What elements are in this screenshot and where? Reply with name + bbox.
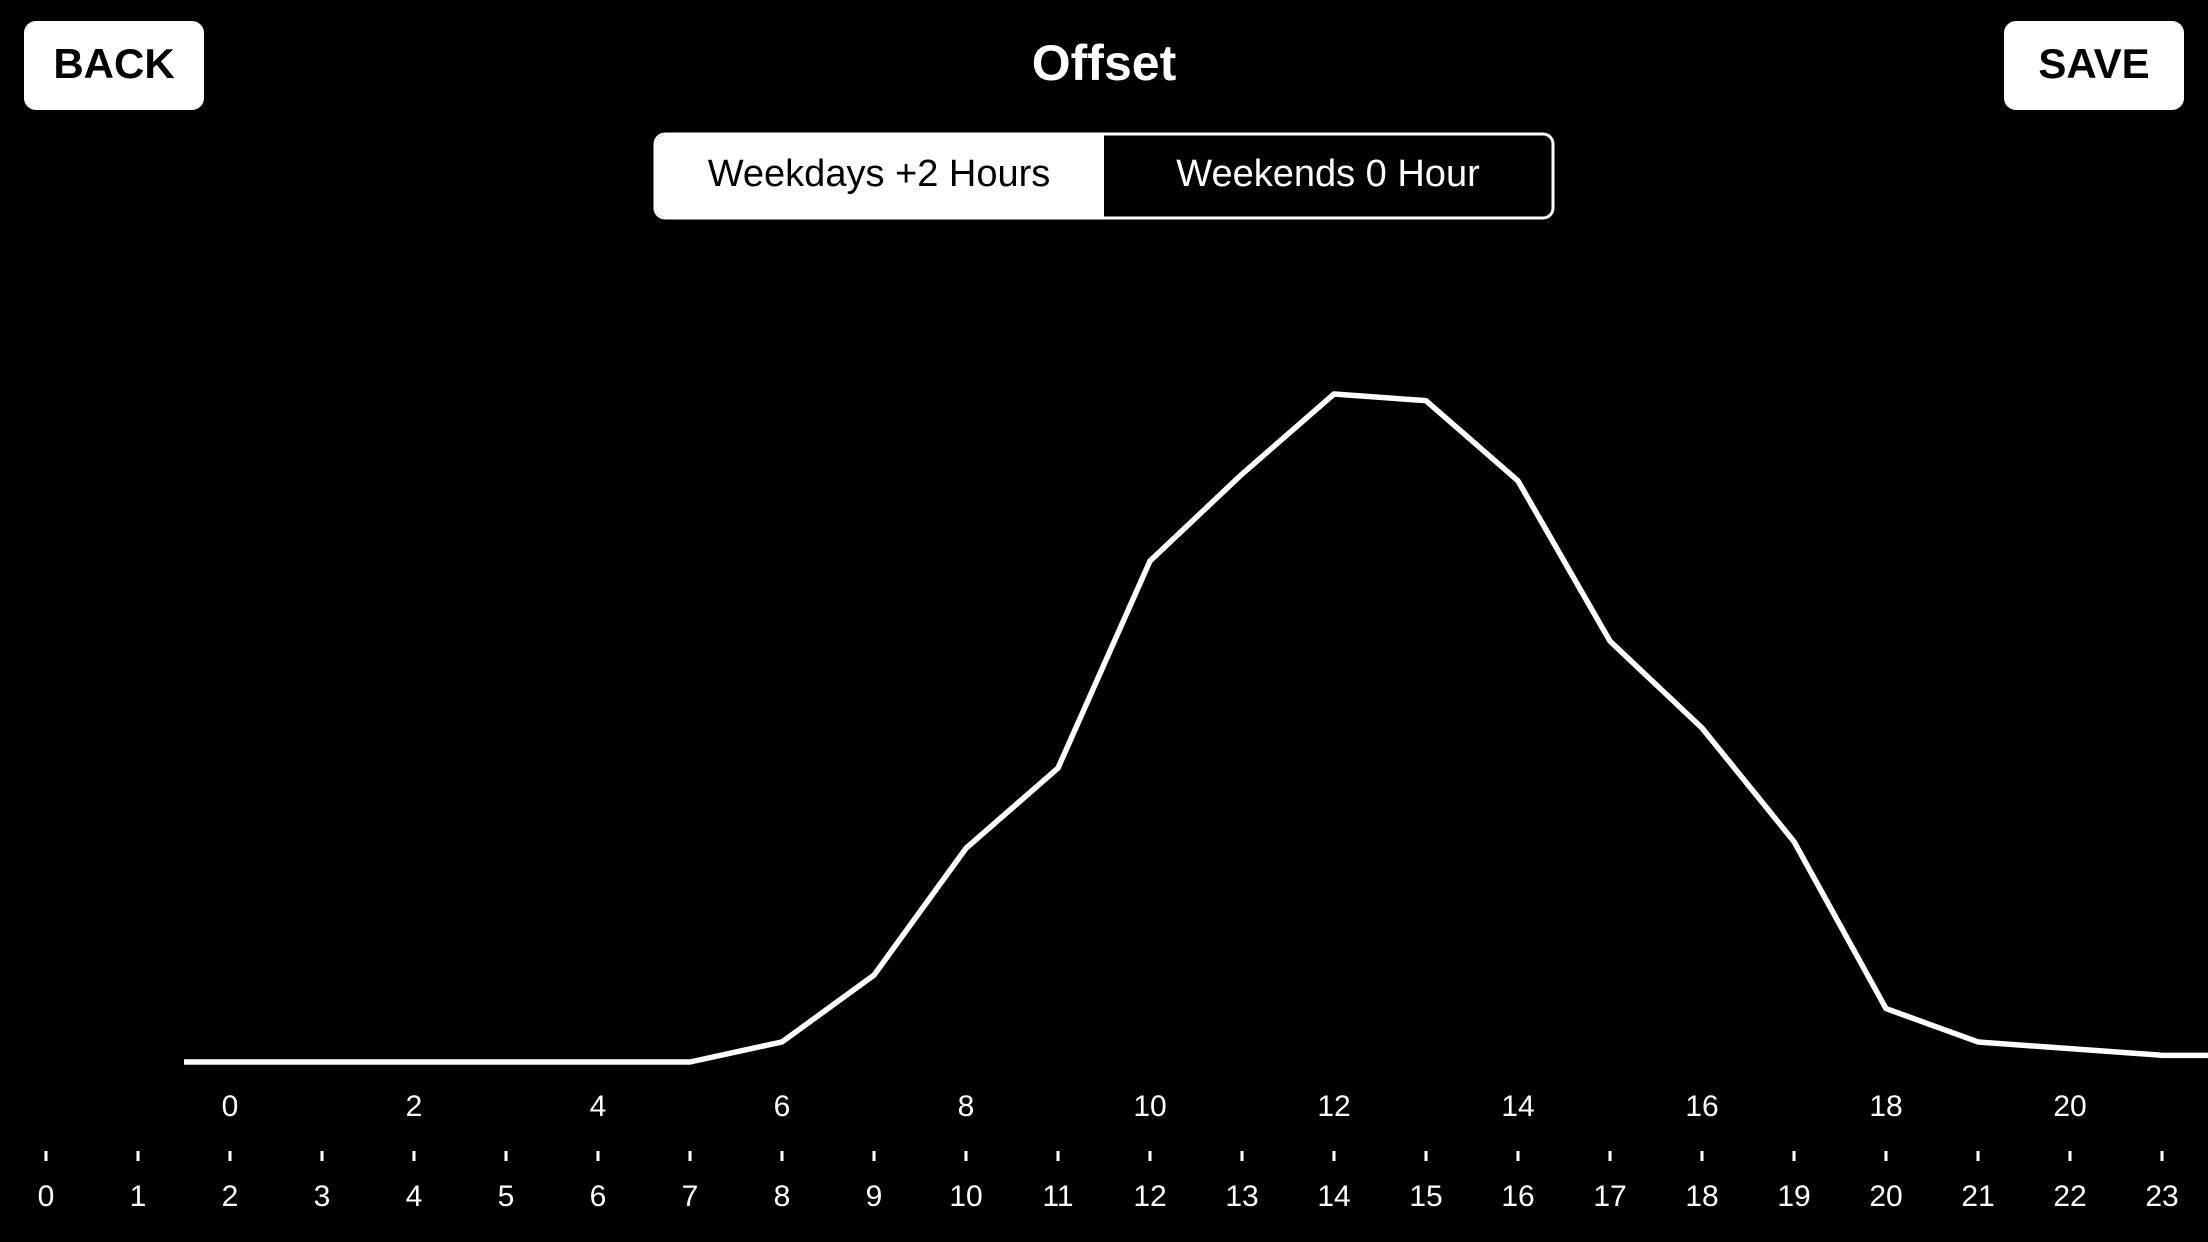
x-tick-label: 11	[1042, 1180, 1073, 1213]
top-tick-label: 20	[2053, 1090, 2086, 1123]
x-tick-label: 12	[1133, 1180, 1166, 1213]
top-tick-label: 4	[590, 1090, 607, 1123]
top-tick-label: 12	[1317, 1090, 1350, 1123]
x-tick-label: 3	[314, 1180, 331, 1213]
title: Offset	[1032, 35, 1177, 91]
x-tick-label: 0	[38, 1180, 55, 1213]
x-tick-label: 15	[1409, 1180, 1442, 1213]
save-button[interactable]	[2004, 21, 2184, 110]
top-tick-label: 6	[774, 1090, 791, 1123]
x-tick-label: 16	[1501, 1180, 1534, 1213]
x-tick-label: 4	[406, 1180, 423, 1213]
x-tick-label: 23	[2145, 1180, 2178, 1213]
segment-weekdays[interactable]	[656, 135, 1105, 217]
x-tick-label: 6	[590, 1180, 607, 1213]
top-tick-label: 8	[958, 1090, 975, 1123]
x-tick-label: 21	[1961, 1180, 1994, 1213]
x-tick-label: 10	[949, 1180, 982, 1213]
x-tick-label: 5	[498, 1180, 515, 1213]
x-tick-label: 2	[222, 1180, 239, 1213]
x-tick-label: 9	[866, 1180, 883, 1213]
line	[184, 391, 2208, 1065]
top-tick-label: 0	[222, 1090, 239, 1123]
x-tick-label: 17	[1593, 1180, 1626, 1213]
segment-weekdays-label[interactable]: Weekdays +2 Hours	[708, 153, 1051, 195]
x-tick-label: 14	[1317, 1180, 1350, 1213]
x-tick-label: 22	[2053, 1180, 2086, 1213]
top-tick-label: 14	[1501, 1090, 1534, 1123]
x-tick-label: 20	[1869, 1180, 1902, 1213]
save-label[interactable]: SAVE	[2038, 40, 2149, 87]
top-tick-label: 2	[406, 1090, 423, 1123]
x-tick-label: 19	[1777, 1180, 1810, 1213]
top-tick-label: 16	[1685, 1090, 1718, 1123]
top-tick-label: 10	[1133, 1090, 1166, 1123]
x-tick-label: 13	[1225, 1180, 1258, 1213]
back-button[interactable]	[24, 21, 204, 110]
top-tick-label: 18	[1869, 1090, 1902, 1123]
segment-weekends-label[interactable]: Weekends 0 Hour	[1176, 153, 1480, 195]
x-tick-label: 18	[1685, 1180, 1718, 1213]
back-label[interactable]: BACK	[53, 40, 174, 87]
x-tick-label: 7	[682, 1180, 699, 1213]
x-tick-label: 8	[774, 1180, 791, 1213]
x-tick-label: 1	[130, 1180, 147, 1213]
